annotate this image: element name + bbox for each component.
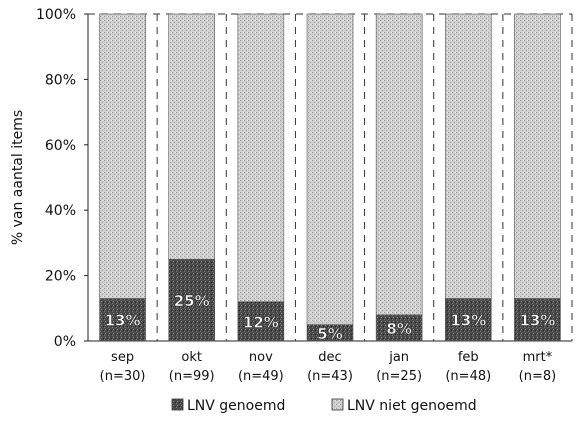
- data-label: 5%: [317, 325, 342, 343]
- legend-swatch: [331, 398, 344, 411]
- y-tick-label: 20%: [45, 269, 76, 285]
- bar-lnv-niet-genoemd: [168, 13, 216, 260]
- bar-lnv-genoemd: [514, 298, 561, 342]
- y-tick-label: 0%: [54, 334, 76, 350]
- x-tick-note: (n=25): [376, 369, 422, 384]
- data-label: 12%: [243, 313, 279, 331]
- bar-lnv-niet-genoemd: [375, 13, 423, 316]
- x-tick-note: (n=8): [519, 369, 557, 384]
- y-tick-label: 40%: [45, 203, 76, 219]
- bar-lnv-genoemd: [168, 258, 216, 342]
- legend-label: LNV genoemd: [187, 398, 285, 414]
- bar-lnv-genoemd: [375, 314, 423, 342]
- x-tick-note: (n=48): [445, 369, 491, 384]
- bar-lnv-niet-genoemd: [444, 13, 492, 299]
- data-label: 13%: [519, 312, 555, 330]
- labels: 13% sep (n=30) 25% okt (n=99) 12% nov (n=49) 5% de…: [100, 292, 557, 384]
- data-label: 25%: [174, 292, 210, 310]
- y-tick-label: 60%: [45, 138, 76, 154]
- data-label: 13%: [105, 312, 141, 330]
- x-tick-label: feb: [458, 350, 479, 365]
- x-tick-note: (n=99): [169, 369, 215, 384]
- bar-lnv-niet-genoemd: [306, 13, 354, 325]
- bar-lnv-genoemd: [99, 298, 146, 342]
- legend-label: LNV niet genoemd: [347, 398, 477, 414]
- data-label: 13%: [450, 312, 486, 330]
- x-tick-note: (n=49): [238, 369, 284, 384]
- bar-lnv-niet-genoemd: [514, 13, 561, 299]
- bar-lnv-niet-genoemd: [99, 13, 146, 299]
- bars: [99, 13, 561, 342]
- x-tick-label: nov: [249, 350, 273, 365]
- y-axis-title: % van aantal items: [10, 110, 26, 245]
- bar-lnv-genoemd: [237, 301, 285, 342]
- bar-lnv-niet-genoemd: [237, 13, 285, 303]
- x-tick-note: (n=30): [100, 369, 146, 384]
- x-tick-label: jan: [388, 350, 409, 365]
- legend: LNV genoemd LNV niet genoemd: [171, 398, 477, 414]
- x-tick-label: okt: [181, 350, 202, 365]
- x-tick-label: mrt*: [523, 350, 553, 365]
- x-tick-note: (n=43): [307, 369, 353, 384]
- y-tick-label: 80%: [45, 72, 76, 88]
- y-tick-label: 100%: [36, 7, 76, 23]
- legend-swatch: [171, 398, 184, 411]
- data-label: 8%: [386, 320, 411, 338]
- x-tick-label: sep: [111, 350, 134, 365]
- x-tick-label: dec: [318, 350, 341, 365]
